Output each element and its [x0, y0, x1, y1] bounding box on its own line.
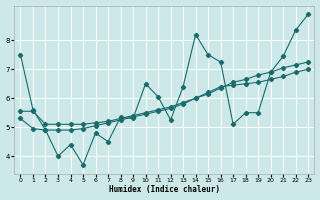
X-axis label: Humidex (Indice chaleur): Humidex (Indice chaleur) — [109, 185, 220, 194]
